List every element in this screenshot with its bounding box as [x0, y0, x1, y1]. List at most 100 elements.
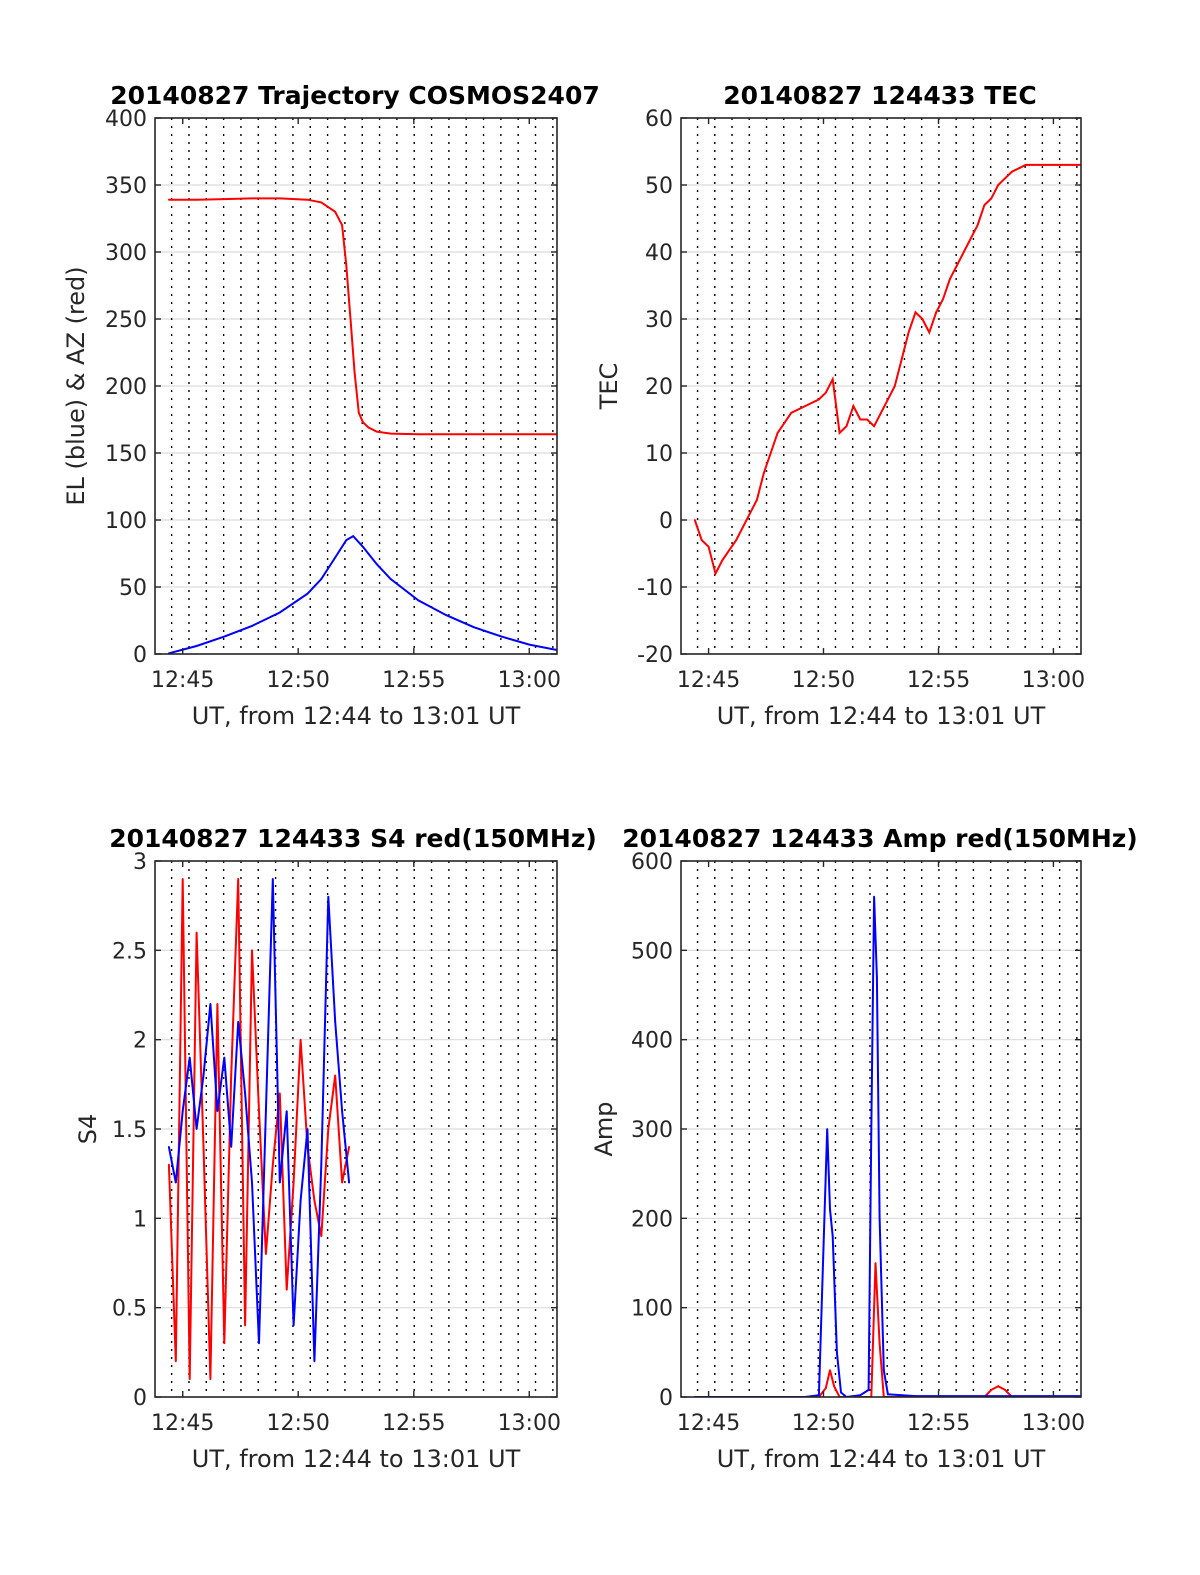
data-point [1031, 164, 1034, 166]
y-tick-label: 2.5 [112, 939, 147, 964]
chart-title: 20140827 124433 TEC [723, 81, 1036, 110]
data-point [168, 1146, 170, 1148]
data-point [459, 433, 461, 436]
data-point [334, 210, 337, 213]
y-axis-label: Amp [590, 1101, 618, 1156]
data-point [997, 1385, 1000, 1388]
data-point [1052, 164, 1055, 166]
data-point [1004, 177, 1006, 180]
data-point [1045, 164, 1048, 166]
data-point [1059, 164, 1062, 166]
data-point [1073, 164, 1075, 166]
data-point [181, 1110, 184, 1112]
y-tick-label: 0 [133, 1386, 147, 1411]
data-point [251, 1181, 253, 1184]
data-point [831, 378, 834, 381]
data-point [278, 1092, 281, 1095]
data-point [258, 1342, 260, 1345]
y-tick-label: 100 [631, 1297, 673, 1322]
data-point [271, 878, 274, 880]
data-point [174, 1181, 177, 1184]
y-tick-label: 500 [631, 939, 673, 964]
data-point [749, 512, 751, 515]
data-point [195, 645, 198, 647]
data-point [1004, 1389, 1006, 1391]
data-point [852, 405, 855, 407]
y-tick-label: 0 [133, 643, 147, 668]
data-point [230, 1074, 233, 1077]
data-point [223, 1342, 226, 1345]
data-point [334, 556, 337, 559]
data-point [285, 1288, 288, 1291]
data-point [873, 425, 875, 428]
data-point [278, 1181, 281, 1184]
data-point [271, 1163, 274, 1166]
data-point [349, 318, 352, 320]
data-point [320, 1163, 323, 1166]
x-tick-label: 13:00 [1022, 668, 1085, 693]
data-point [876, 976, 878, 978]
x-axis-label: UT, from 12:44 to 13:01 UT [192, 1445, 521, 1473]
y-tick-label: 300 [105, 241, 147, 266]
data-point [833, 1385, 835, 1388]
data-point [244, 1092, 247, 1095]
data-point [265, 1110, 267, 1112]
data-point [824, 391, 827, 394]
data-point [389, 578, 392, 580]
y-tick-label: 50 [645, 174, 673, 199]
chart-title: 20140827 124433 S4 red(150MHz) [109, 824, 597, 853]
y-tick-label: 250 [105, 308, 147, 333]
data-point [983, 204, 986, 207]
data-point [278, 611, 281, 614]
data-point [327, 1128, 330, 1130]
data-point [882, 1369, 885, 1372]
data-point [867, 1389, 870, 1391]
x-tick-label: 12:55 [907, 668, 970, 693]
x-tick-label: 13:00 [1022, 1411, 1085, 1436]
x-tick-label: 12:55 [382, 1411, 445, 1436]
data-point [251, 197, 253, 200]
data-point [956, 264, 958, 267]
series-line-2 [168, 534, 557, 654]
data-point [230, 1146, 233, 1148]
y-tick-label: 400 [631, 1029, 673, 1054]
x-tick-label: 12:50 [792, 1411, 855, 1436]
data-point [306, 198, 309, 201]
data-point [962, 251, 965, 253]
data-point [874, 1262, 877, 1264]
data-point [417, 599, 420, 602]
data-point [1011, 170, 1013, 173]
y-tick-label: -10 [637, 576, 673, 601]
data-point [823, 1217, 826, 1220]
y-tick-label: 350 [105, 174, 147, 199]
data-point [216, 1003, 219, 1005]
series-line-1 [693, 163, 1081, 577]
y-tick-label: 600 [631, 850, 673, 875]
data-point [870, 1128, 873, 1130]
data-point [320, 578, 323, 580]
data-point [348, 1181, 350, 1184]
y-tick-label: 10 [645, 442, 673, 467]
y-axis-label: TEC [595, 363, 623, 411]
data-point [168, 1163, 170, 1166]
data-point [345, 264, 348, 267]
data-point [790, 411, 793, 414]
y-tick-label: 100 [105, 509, 147, 534]
data-point [417, 433, 420, 436]
x-axis-label: UT, from 12:44 to 13:01 UT [717, 1445, 1046, 1473]
data-point [334, 1020, 337, 1023]
data-point [714, 572, 717, 575]
data-point [528, 643, 531, 646]
data-point [990, 1389, 993, 1391]
data-point [826, 1128, 829, 1130]
data-point [209, 1378, 212, 1380]
x-tick-label: 12:45 [677, 668, 740, 693]
data-point [202, 1074, 205, 1077]
data-point [829, 1369, 831, 1372]
data-point [969, 237, 972, 240]
data-point [223, 635, 226, 638]
data-point [306, 592, 309, 595]
data-point [818, 398, 820, 401]
data-point [762, 472, 765, 474]
